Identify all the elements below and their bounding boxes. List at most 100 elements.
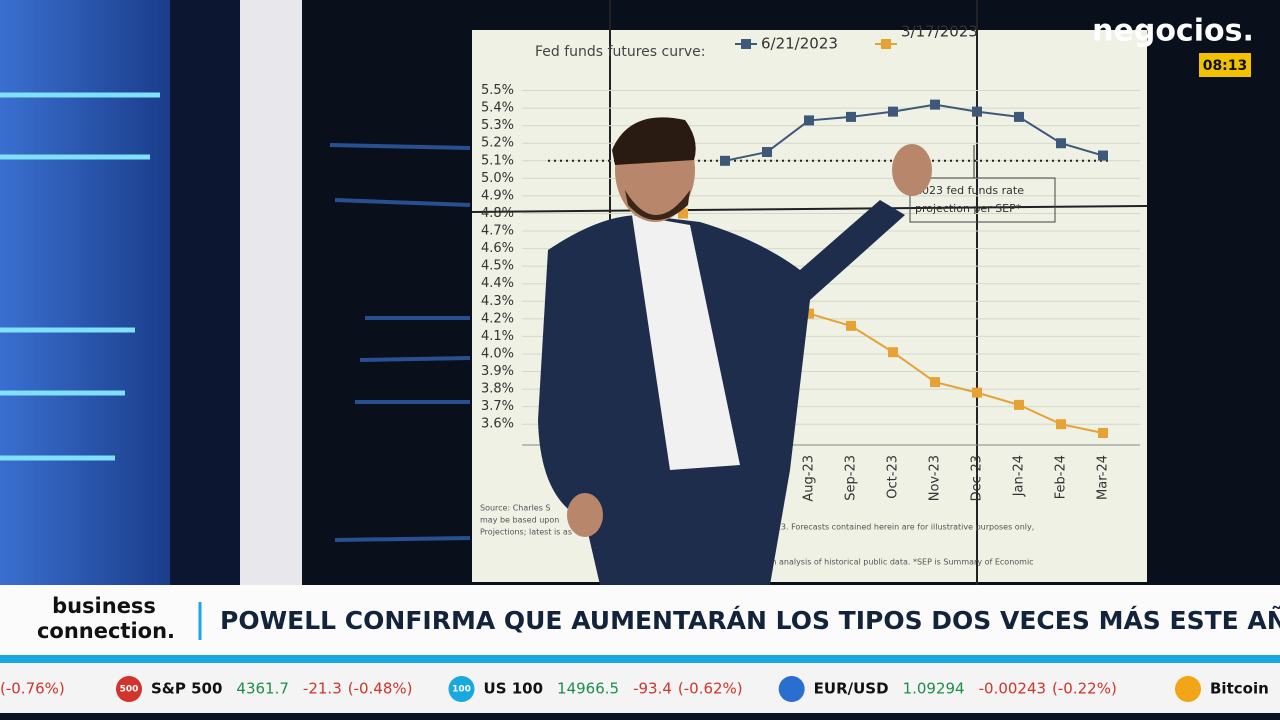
lower-third [0, 585, 1280, 655]
channel-logo: negocios. [1092, 14, 1254, 49]
y-tick-label: 4.6% [481, 241, 514, 256]
y-tick-label: 4.9% [481, 188, 514, 203]
ticker-pct: (-0.62%) [678, 680, 743, 698]
ticker-icon [448, 676, 475, 702]
y-tick-label: 5.5% [481, 83, 514, 98]
x-tick-label: Sep-23 [844, 455, 859, 501]
y-tick-label: 4.4% [481, 276, 514, 291]
clock-box [1199, 53, 1251, 77]
ticker-change: -21.3 [303, 680, 342, 698]
y-tick-label: 4.5% [481, 259, 514, 274]
series-line [808, 312, 1104, 434]
y-tick-label: 5.0% [481, 171, 514, 186]
y-tick-label: 4.0% [481, 346, 514, 361]
ticker-icon [116, 676, 142, 702]
ticker-icon [778, 676, 805, 702]
wall-reflections [329, 143, 471, 542]
source: Projections; latest is as [480, 528, 572, 537]
y-tick-label: 3.9% [481, 364, 514, 379]
data-point [846, 320, 856, 331]
clock: 08:13 [1203, 58, 1248, 74]
headline: POWELL CONFIRMA QUE AUMENTARÁN LOS TIPOS… [220, 606, 1280, 635]
data-point [1056, 419, 1066, 430]
x-tick-label: Oct-23 [886, 455, 901, 499]
y-tick-label: 5.3% [481, 118, 514, 133]
pillar [170, 0, 240, 585]
data-point [1014, 111, 1024, 122]
ticker-name: S&P 500 [151, 680, 222, 698]
data-point [1098, 428, 1108, 438]
ticker-edge [0, 713, 1280, 720]
data-point [720, 155, 730, 166]
x-tick-label: Nov-23 [928, 455, 943, 501]
data-point [804, 115, 814, 126]
ticker-icon-label: 100 [452, 685, 471, 695]
y-tick-label: 4.7% [481, 224, 514, 239]
y-tick-label: 4.8% [481, 206, 514, 221]
brand: connection. [37, 619, 175, 643]
studio-wall [0, 0, 170, 585]
x-tick-label: Dec-23 [970, 455, 985, 501]
ticker-name: Bitcoin [1210, 680, 1269, 698]
screen-seam [471, 205, 1148, 213]
legend-marker [881, 39, 891, 49]
y-tick-label: 4.3% [481, 294, 514, 309]
y-tick-label: 5.1% [481, 153, 514, 168]
data-point [972, 387, 982, 398]
data-point [972, 106, 982, 117]
annotation-box [909, 177, 1056, 223]
ticker-value: 14966.5 [557, 680, 619, 698]
data-point [1056, 138, 1066, 149]
data-point [1014, 399, 1024, 410]
ticker-icon-label: 500 [120, 685, 139, 695]
y-tick-label: 4.2% [481, 311, 514, 326]
y-tick-label: 3.7% [481, 399, 514, 414]
data-point [888, 106, 898, 117]
annotation: 2023 fed funds rate [915, 184, 1024, 197]
presenter [538, 117, 932, 585]
ticker-pct: (-0.76%) [0, 680, 65, 698]
y-tick-label: 3.8% [481, 382, 514, 397]
source: 6/21/2023. Forecasts contained herein ar… [745, 523, 1034, 532]
ticker-icon [1175, 676, 1201, 702]
data-point [762, 147, 772, 158]
legend-label: 6/21/2023 [761, 35, 838, 53]
x-tick-label: Mar-24 [1096, 455, 1111, 500]
source: may be based upon [480, 516, 559, 525]
x-tick-label: Feb-24 [1054, 455, 1069, 499]
y-tick-label: 4.1% [481, 329, 514, 344]
ticker-pct: (-0.22%) [1052, 680, 1117, 698]
legend-title: Fed funds futures curve: [535, 44, 705, 60]
ticker-name: US 100 [484, 680, 544, 698]
data-point [888, 347, 898, 358]
ticker: (-0.76%) 500 S&P 500 4361.7 -21.3 (-0.48%) 100… [0, 676, 1269, 702]
data-point [804, 308, 814, 319]
ticker-value: 1.09294 [903, 680, 965, 698]
brand: business [52, 594, 156, 618]
legend-marker [741, 39, 751, 49]
legend-label: 3/17/2023 [901, 23, 978, 41]
data-point [1098, 150, 1108, 161]
data-point [678, 208, 688, 219]
y-tick-label: 5.4% [481, 101, 514, 116]
source: through analysis of historical public da… [745, 558, 1034, 567]
y-tick-label: 5.2% [481, 136, 514, 151]
data-point [846, 111, 856, 122]
panel [240, 0, 302, 585]
ticker-value: 4361.7 [236, 680, 289, 698]
ticker-bar [0, 663, 1280, 713]
ticker-name: EUR/USD [814, 680, 889, 698]
lower-third-stripe [0, 655, 1280, 663]
series-line [724, 103, 1104, 162]
data-point [930, 377, 940, 388]
annotation: projection per SEP* [915, 202, 1022, 215]
y-tick-label: 3.6% [481, 417, 514, 432]
source: Source: Charles S [480, 504, 551, 513]
x-tick-label: Jan-24 [1012, 455, 1027, 497]
data-point [930, 99, 940, 110]
ticker-change: -0.00243 [979, 680, 1046, 698]
ticker-pct: (-0.48%) [348, 680, 413, 698]
x-tick-label: Aug-23 [802, 455, 817, 502]
